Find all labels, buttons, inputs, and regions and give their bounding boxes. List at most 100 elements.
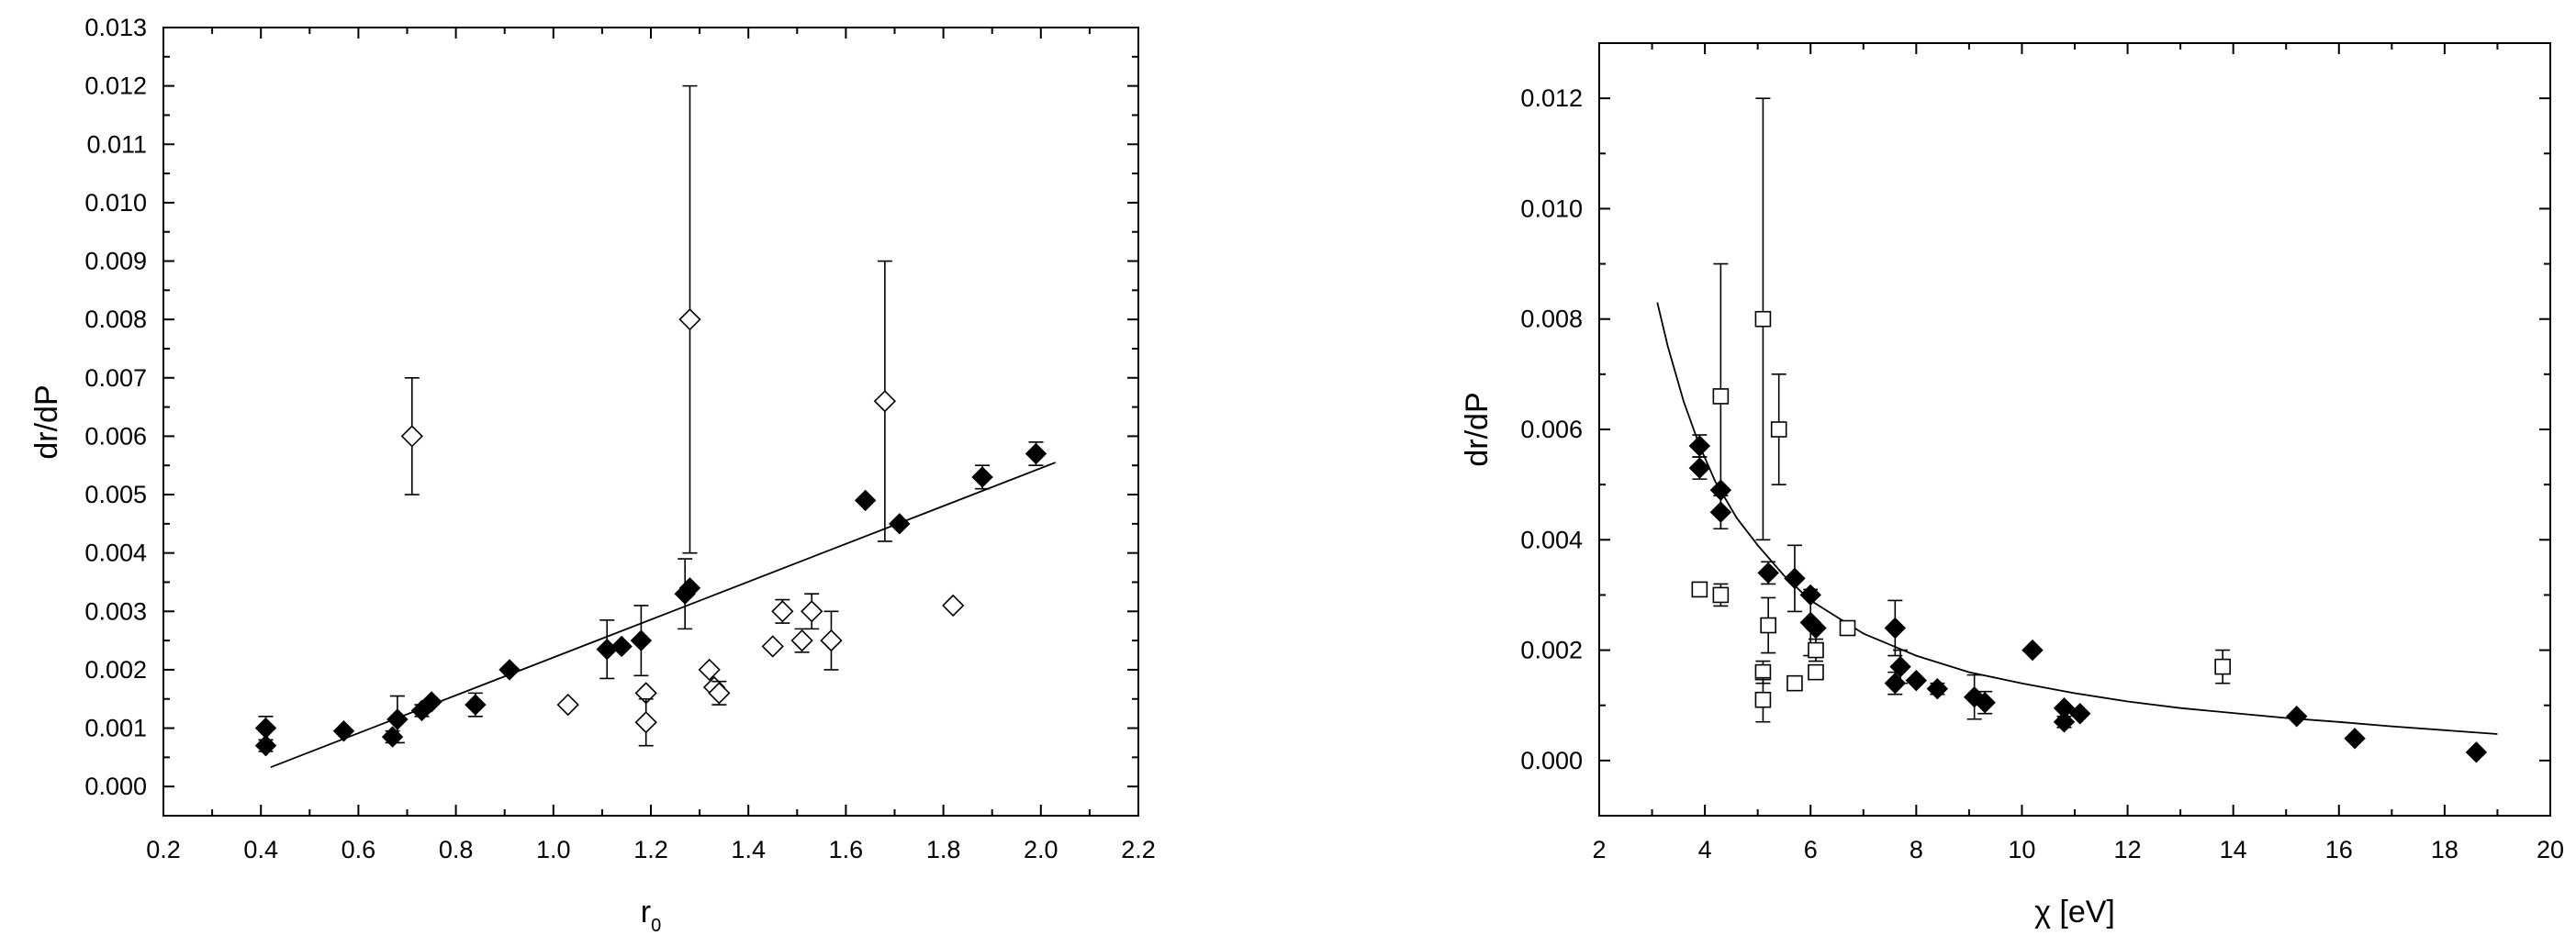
- data-point: [1974, 690, 1996, 715]
- x-tick-label: 10: [2008, 836, 2035, 863]
- y-tick-label: 0.011: [86, 130, 147, 158]
- data-point: [854, 489, 877, 512]
- filled-diamond-marker: [854, 489, 877, 512]
- open-diamond-marker: [698, 658, 721, 682]
- data-point: [634, 697, 657, 747]
- x-tick-label: 0.8: [439, 836, 474, 863]
- open-square-marker: [1786, 674, 1803, 692]
- data-point: [2465, 741, 2488, 763]
- data-point: [1757, 561, 1779, 585]
- open-diamond-marker: [400, 425, 423, 448]
- filled-diamond-marker: [381, 726, 404, 748]
- filled-diamond-marker: [1805, 617, 1827, 640]
- data-point: [820, 610, 843, 671]
- data-point: [1905, 669, 1928, 692]
- data-point: [1808, 663, 1824, 681]
- filled-diamond-marker: [2286, 706, 2308, 728]
- filled-diamond-marker: [2465, 741, 2488, 763]
- fit-line: [270, 462, 1057, 769]
- data-point: [1688, 456, 1711, 480]
- open-square-marker: [1808, 663, 1824, 681]
- fit-curve: [1656, 302, 2498, 735]
- x-tick-label: 4: [1698, 836, 1712, 863]
- y-tick-label: 0.006: [84, 422, 147, 450]
- y-tick-label: 0.004: [1520, 526, 1583, 553]
- data-point: [1926, 677, 1949, 700]
- data-point: [386, 695, 409, 744]
- x-tick-label: 6: [1804, 836, 1818, 863]
- x-tick-label: 0.2: [146, 836, 181, 863]
- filled-diamond-marker: [2022, 639, 2044, 662]
- filled-diamond-marker: [254, 734, 277, 757]
- data-point: [381, 726, 404, 748]
- y-tick-label: 0.012: [84, 72, 147, 100]
- data-point: [873, 260, 897, 542]
- y-tick-label: 0.007: [84, 364, 147, 392]
- y-tick-label: 0.002: [1520, 637, 1583, 664]
- y-tick-label: 0.013: [84, 14, 147, 41]
- data-point: [630, 605, 653, 677]
- open-diamond-marker: [771, 600, 794, 623]
- open-square-marker: [1770, 421, 1787, 438]
- y-tick-label: 0.010: [1520, 195, 1583, 222]
- y-tick-label: 0.008: [84, 306, 147, 333]
- data-point: [678, 577, 701, 599]
- data-point: [1760, 596, 1776, 654]
- filled-diamond-marker: [2069, 703, 2091, 725]
- x-tick-label: 1.0: [536, 836, 571, 863]
- filled-diamond-marker: [2053, 697, 2076, 719]
- x-tick-label: 2.2: [1121, 836, 1156, 863]
- open-diamond-marker: [708, 682, 731, 705]
- data-point: [1839, 619, 1856, 637]
- data-point: [498, 659, 521, 681]
- y-tick-label: 0.012: [1520, 84, 1583, 112]
- plot-frame: [1598, 42, 2551, 817]
- chart-right: 2 4 6 8 10 12 14 16 18 20 0.000 0.002 0.004 0.006 0.00…: [1460, 42, 2564, 929]
- y-tick-label: 0.003: [84, 597, 147, 625]
- open-square-marker: [1808, 641, 1824, 659]
- x-tick-label: 2: [1592, 836, 1606, 863]
- data-point: [2069, 703, 2091, 725]
- data-point: [1025, 440, 1047, 467]
- open-square-marker: [1754, 310, 1772, 328]
- y-tick-label: 0.004: [84, 540, 147, 567]
- y-tick-label: 0.000: [1520, 747, 1583, 774]
- open-diamond-marker: [634, 711, 657, 734]
- filled-diamond-marker: [420, 691, 442, 713]
- filled-diamond-marker: [1688, 435, 1711, 457]
- data-point: [400, 376, 423, 495]
- data-point: [596, 619, 618, 680]
- open-square-marker: [1754, 691, 1772, 708]
- x-tick-label: 0.4: [243, 836, 278, 863]
- data-point: [2053, 711, 2076, 733]
- data-point: [1808, 638, 1824, 662]
- filled-diamond-marker: [2344, 728, 2366, 750]
- open-diamond-marker: [873, 390, 897, 413]
- data-point: [1712, 583, 1730, 607]
- y-tick-label: 0.008: [1520, 306, 1583, 333]
- data-point: [771, 598, 794, 624]
- data-point: [1770, 373, 1787, 485]
- filled-diamond-marker: [2053, 711, 2076, 733]
- data-points: [254, 84, 1047, 757]
- x-axis-label: r0: [641, 895, 661, 936]
- data-point: [1884, 599, 1907, 657]
- data-point: [2214, 649, 2231, 684]
- data-point: [708, 680, 731, 706]
- data-point: [332, 720, 355, 742]
- y-tick-label: 0.000: [84, 773, 147, 800]
- data-points: [1688, 97, 2488, 763]
- data-point: [942, 594, 965, 618]
- x-tick-label: 2.0: [1024, 836, 1058, 863]
- y-axis-label: dr/dP: [29, 384, 64, 459]
- y-tick-label: 0.005: [84, 481, 147, 508]
- x-axis-label-subscript: 0: [651, 916, 661, 936]
- x-tick-label: 14: [2220, 836, 2247, 863]
- data-point: [1805, 617, 1827, 640]
- filled-diamond-marker: [630, 629, 653, 651]
- filled-diamond-marker: [1974, 692, 1996, 714]
- filled-diamond-marker: [498, 659, 521, 681]
- open-square-marker: [1712, 388, 1730, 405]
- data-point: [1786, 674, 1803, 692]
- filled-diamond-marker: [386, 708, 409, 730]
